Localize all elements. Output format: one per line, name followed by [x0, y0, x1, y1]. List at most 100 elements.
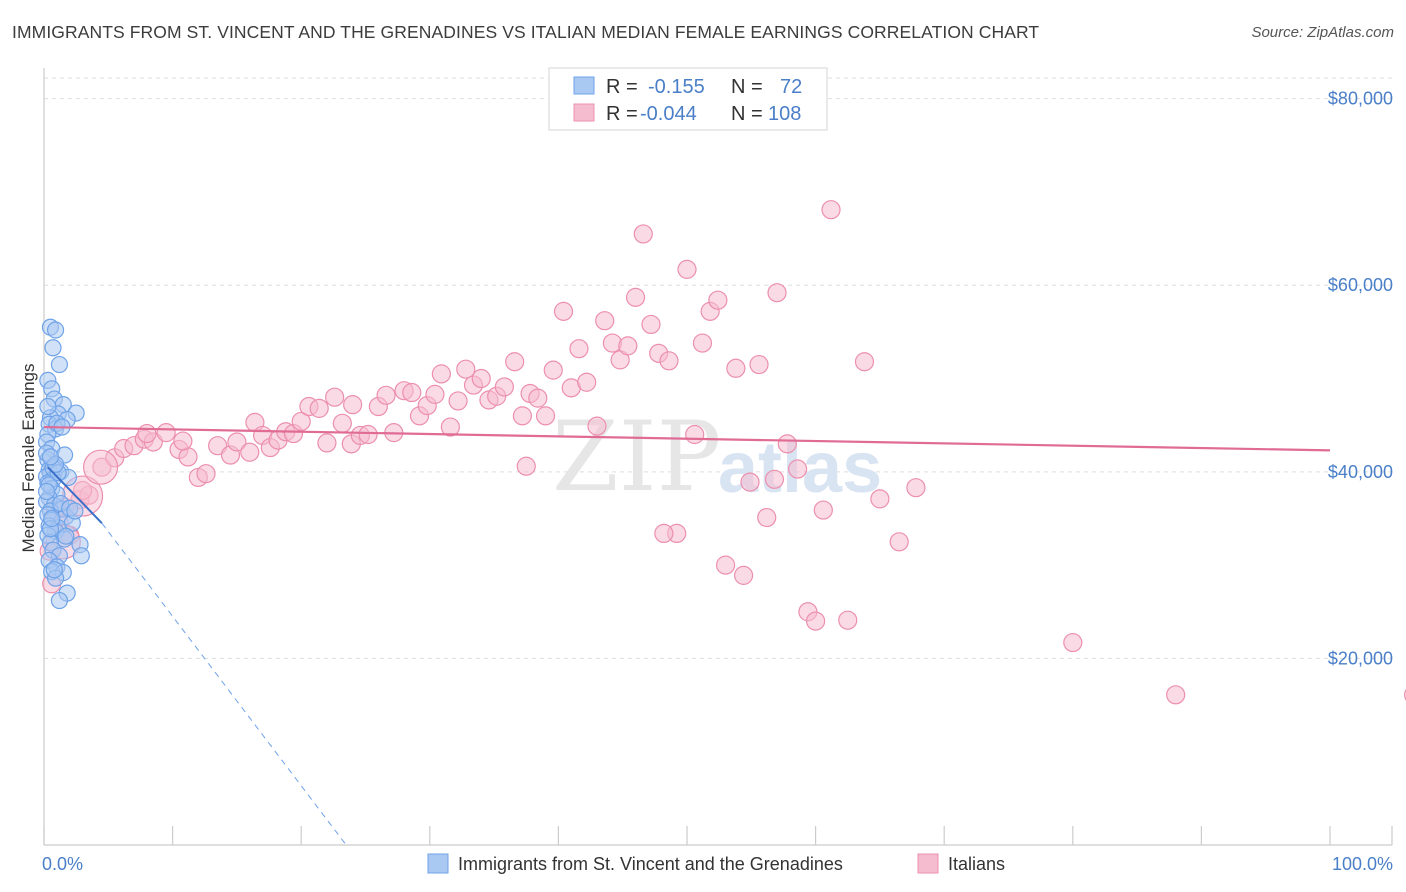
point-italians [535, 406, 556, 426]
legend-swatch-blue [427, 853, 449, 874]
point-italians [402, 382, 422, 403]
stats-legend: R = -0.155 N = 72 R = -0.044 N = 108 [548, 67, 828, 131]
trend-lines [43, 425, 1331, 846]
point-italians [516, 456, 536, 476]
point-italians [733, 565, 754, 585]
legend-swatch-pink [917, 853, 939, 874]
point-italians [740, 472, 760, 492]
series-legend: Immigrants from St. Vincent and the Gren… [427, 853, 1005, 874]
x-tick-label-right: 100.0% [1332, 854, 1393, 874]
legend-n-label: N = [731, 103, 763, 125]
point-italians [343, 395, 363, 415]
point-italians [227, 432, 247, 452]
point-italians [659, 351, 679, 371]
point-italians [325, 387, 345, 407]
point-italians [448, 391, 468, 411]
point-italians [431, 364, 451, 384]
point-immigrants [50, 355, 69, 374]
point-italians [654, 523, 674, 544]
point-italians [641, 314, 661, 335]
point-italians [173, 431, 193, 451]
y-axis-label: Median Female Earnings [19, 364, 38, 553]
y-tick-label: $40,000 [1328, 462, 1393, 482]
point-italians [178, 447, 198, 467]
point-immigrants [43, 509, 61, 528]
trend-line-immigrants [47, 466, 103, 524]
point-italians [777, 434, 797, 454]
point-italians [471, 368, 491, 389]
point-italians [715, 555, 736, 575]
legend-item-italians: Italians [948, 854, 1005, 874]
point-italians [569, 339, 589, 359]
y-tick-labels: $20,000 $40,000 $60,000 $80,000 [1328, 89, 1393, 669]
point-immigrants [66, 502, 84, 520]
point-italians [1063, 632, 1083, 653]
point-italians [358, 424, 378, 445]
legend-n-value: 108 [768, 103, 801, 125]
point-italians [1166, 685, 1186, 705]
point-italians [543, 360, 563, 380]
point-italians [208, 436, 228, 456]
point-italians [854, 352, 875, 372]
legend-r-value: -0.044 [640, 103, 697, 125]
point-italians [82, 449, 119, 485]
chart-title: IMMIGRANTS FROM ST. VINCENT AND THE GREN… [12, 22, 1040, 42]
point-italians [633, 224, 653, 244]
point-italians [577, 372, 597, 392]
watermark-zip: ZIP [552, 401, 721, 513]
point-italians [726, 358, 746, 378]
point-italians [528, 388, 548, 408]
x-tick-label-left: 0.0% [42, 854, 83, 874]
point-italians [512, 406, 532, 426]
point-italians [196, 464, 216, 484]
series-immigrants-points [37, 318, 90, 610]
trend-line-immigrants-extension [101, 522, 347, 846]
y-tick-label: $20,000 [1328, 648, 1393, 668]
point-italians [317, 433, 337, 453]
point-immigrants [39, 397, 57, 416]
point-italians [291, 411, 311, 432]
point-italians [708, 290, 728, 310]
legend-r-label: R = [606, 76, 638, 98]
point-italians [425, 384, 445, 404]
legend-n-value: 72 [780, 76, 802, 98]
point-italians [505, 352, 525, 372]
point-italians [137, 423, 157, 444]
point-italians [821, 200, 841, 220]
point-italians [692, 333, 713, 353]
point-italians [440, 417, 460, 437]
legend-r-label: R = [606, 103, 638, 125]
point-italians [618, 336, 638, 356]
point-italians [889, 532, 909, 552]
point-italians [677, 259, 697, 279]
point-italians [309, 398, 329, 418]
point-italians [595, 311, 615, 331]
grid-lines [44, 77, 1392, 659]
point-italians [156, 423, 176, 443]
point-italians [587, 416, 607, 436]
y-tick-label: $60,000 [1328, 275, 1393, 295]
y-tick-label: $80,000 [1328, 89, 1393, 109]
point-immigrants [57, 527, 75, 545]
point-italians [787, 459, 808, 479]
point-immigrants [44, 339, 62, 357]
point-italians [813, 500, 833, 520]
point-italians [838, 610, 858, 630]
point-immigrants [45, 561, 63, 579]
point-italians [553, 301, 574, 321]
legend-item-immigrants: Immigrants from St. Vincent and the Gren… [458, 854, 843, 874]
legend-swatch-pink [573, 103, 595, 122]
source-label: Source: ZipAtlas.com [1251, 24, 1394, 41]
point-italians [685, 424, 705, 445]
legend-n-label: N = [731, 76, 763, 98]
point-immigrants [72, 547, 90, 565]
point-italians [456, 359, 476, 379]
point-italians [376, 385, 396, 405]
point-italians [625, 287, 646, 307]
point-italians [494, 377, 514, 397]
point-italians [764, 469, 785, 489]
point-italians [757, 507, 777, 528]
point-italians [906, 478, 926, 498]
trend-line-italians [43, 425, 1331, 452]
